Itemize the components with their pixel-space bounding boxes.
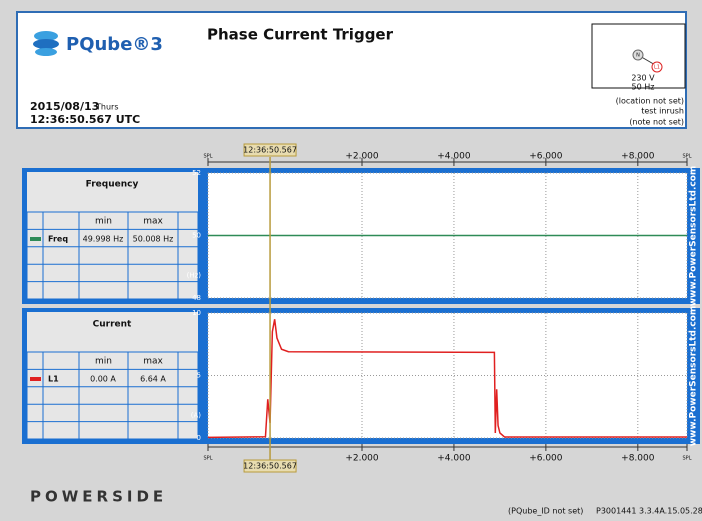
- legend-label: L1: [48, 375, 59, 384]
- min-value: 49.998 Hz: [83, 235, 124, 244]
- neutral-icon: [632, 49, 644, 61]
- time-tick-label: +4.000: [437, 152, 471, 162]
- voltage: 230 V: [631, 74, 655, 83]
- firmware: P3001441 3.3.4A.15.05.28: [596, 507, 702, 516]
- note: (note not set): [629, 118, 684, 127]
- time-tick-label: SPL: [204, 456, 213, 462]
- legend-swatch: [30, 377, 41, 381]
- cursor-label: 12:36:50.567: [243, 462, 297, 471]
- column-header: min: [95, 357, 112, 367]
- time-tick-label: +8.000: [621, 454, 655, 464]
- date: 2015/08/13: [30, 100, 99, 113]
- time-tick-label: +2.000: [345, 454, 379, 464]
- time-tick-label: +8.000: [621, 152, 655, 162]
- header-box: [16, 11, 687, 129]
- y-tick-label: 50: [192, 232, 201, 240]
- series-line: [207, 319, 687, 439]
- column-header: max: [143, 357, 163, 367]
- column-header: min: [95, 217, 112, 227]
- legend-swatch: [30, 237, 41, 241]
- time-tick-label: SPL: [683, 456, 692, 462]
- max-value: 50.008 Hz: [133, 235, 174, 244]
- weekday: Thurs: [95, 103, 118, 112]
- time-tick-label: SPL: [683, 154, 692, 160]
- time-tick-label: +6.000: [529, 152, 563, 162]
- brand: PQube®3: [66, 34, 163, 55]
- phase: L1: [654, 65, 660, 71]
- time: 12:36:50.567 UTC: [30, 113, 140, 126]
- title: Phase Current Trigger: [207, 26, 394, 44]
- cursor-label-box: [243, 143, 297, 157]
- website: www.PowerSensorsLtd.com: [689, 306, 699, 447]
- footer-brand: POWERSIDE: [30, 488, 167, 506]
- website: www.PowerSensorsLtd.com: [689, 166, 699, 307]
- time-tick-label: +6.000: [529, 454, 563, 464]
- plot-area: [208, 313, 687, 438]
- time-tick-label: +2.000: [345, 152, 379, 162]
- time-tick-label: SPL: [204, 154, 213, 160]
- location: (location not set): [616, 97, 684, 106]
- unit-label: (A): [191, 412, 202, 420]
- unit-label: (Hz): [187, 272, 202, 280]
- y-tick-label: 48: [192, 294, 201, 302]
- column-header: max: [143, 217, 163, 227]
- y-tick-label: 0: [197, 434, 201, 442]
- device-id: (PQube_ID not set): [508, 507, 583, 516]
- neutral: N: [636, 53, 640, 59]
- phase-icon: [651, 61, 663, 73]
- table-bg: [27, 172, 198, 299]
- panel-title: Frequency: [86, 180, 139, 190]
- y-tick-label: 10: [192, 309, 201, 317]
- table-bg: [27, 312, 198, 439]
- y-tick-label: 5: [197, 372, 201, 380]
- panel-title: Current: [93, 320, 132, 330]
- event: test inrush: [641, 107, 684, 116]
- logo-icon: [33, 31, 59, 56]
- cursor-label-box: [243, 459, 297, 473]
- max-value: 6.64 A: [140, 375, 166, 384]
- legend-label: Freq: [48, 235, 68, 244]
- min-value: 0.00 A: [90, 375, 116, 384]
- y-tick-label: 52: [192, 169, 201, 177]
- phasor-box: [591, 23, 686, 89]
- time-tick-label: +4.000: [437, 454, 471, 464]
- cursor-label: 12:36:50.567: [243, 146, 297, 155]
- frequency: 50 Hz: [632, 83, 655, 92]
